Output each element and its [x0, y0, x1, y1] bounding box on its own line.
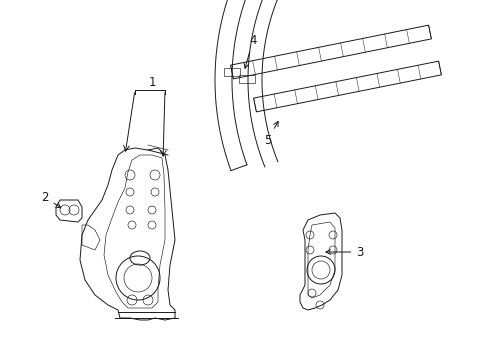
Text: 1: 1	[148, 76, 156, 89]
Text: 2: 2	[41, 190, 61, 208]
Text: 5: 5	[264, 121, 278, 147]
Text: 3: 3	[325, 246, 363, 258]
Text: 4: 4	[244, 33, 256, 68]
